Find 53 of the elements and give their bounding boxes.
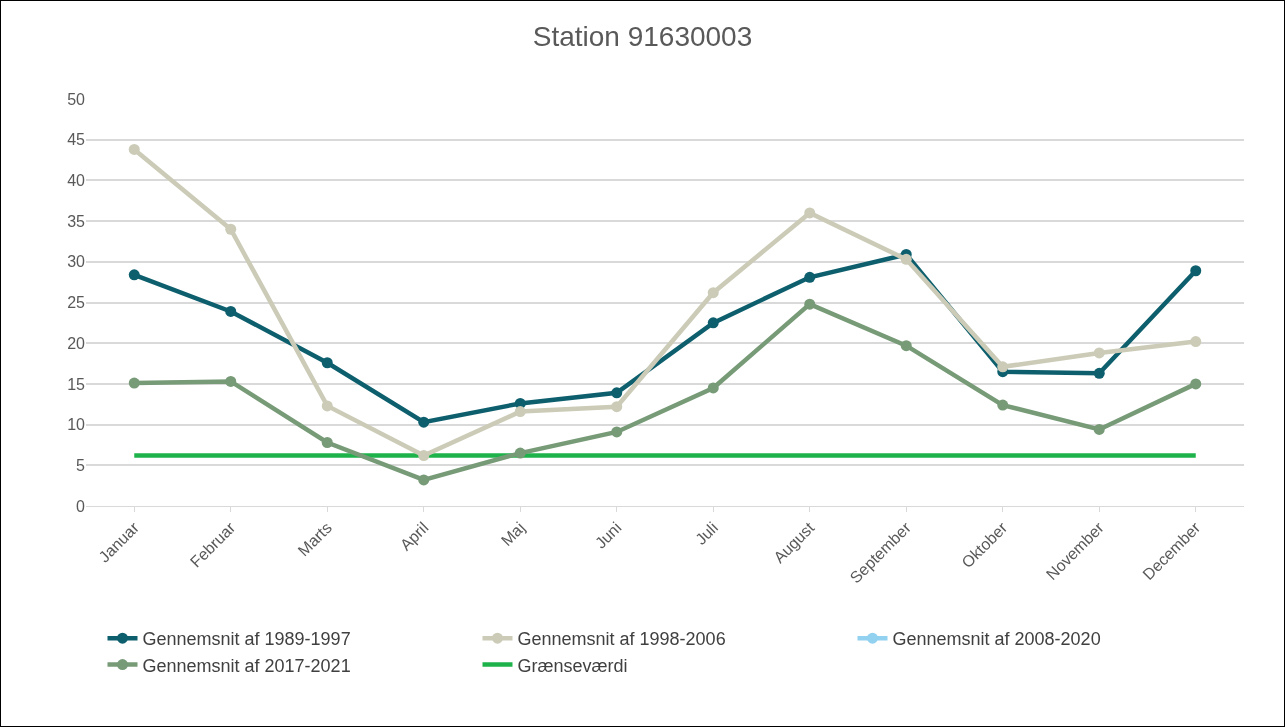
point <box>707 317 719 329</box>
point <box>1190 265 1202 277</box>
legend-label: Grænseværdi <box>517 655 628 676</box>
point <box>225 223 237 235</box>
y-tick-label: 35 <box>67 212 86 230</box>
point <box>514 406 526 418</box>
point <box>1093 423 1105 435</box>
point <box>128 377 140 389</box>
y-tick-label: 5 <box>76 456 86 474</box>
point <box>900 253 912 265</box>
point <box>997 361 1009 373</box>
y-tick-label: 40 <box>67 172 86 189</box>
point <box>321 437 333 449</box>
point <box>804 207 816 219</box>
point <box>1190 336 1202 348</box>
y-tick-label: 45 <box>67 131 86 149</box>
point <box>804 298 816 310</box>
y-tick-label: 15 <box>67 375 86 393</box>
point <box>225 305 237 317</box>
x-tick-label: Juli <box>692 518 722 548</box>
y-tick-label: 25 <box>67 294 86 312</box>
point <box>128 269 140 281</box>
point <box>997 399 1009 411</box>
chart-title: Station 91630003 <box>532 20 753 52</box>
x-tick-label: Maj <box>497 518 529 550</box>
point <box>418 450 430 462</box>
point <box>1190 378 1202 390</box>
point <box>321 400 333 412</box>
x-tick-label: Juni <box>591 518 625 552</box>
y-tick-label: 30 <box>67 253 86 271</box>
point <box>707 287 719 299</box>
point <box>225 375 237 387</box>
legend-label: Gennemsnit af 2017-2021 <box>142 655 351 676</box>
y-tick-label: 10 <box>67 416 86 434</box>
legend-label: Gennemsnit af 2008-2020 <box>892 629 1101 650</box>
y-tick-label: 50 <box>67 90 86 108</box>
point <box>804 271 816 283</box>
point <box>611 426 623 438</box>
point <box>611 387 623 399</box>
point <box>1093 367 1105 379</box>
point <box>418 474 430 486</box>
legend-label: Gennemsnit af 1989-1997 <box>142 629 351 650</box>
point <box>418 416 430 428</box>
point <box>514 447 526 459</box>
point <box>900 340 912 352</box>
point <box>1093 347 1105 359</box>
y-tick-label: 20 <box>67 334 86 352</box>
point <box>611 401 623 413</box>
point <box>128 143 140 155</box>
y-tick-label: 0 <box>76 497 86 515</box>
point <box>707 382 719 394</box>
point <box>321 357 333 369</box>
legend-label: Gennemsnit af 1998-2006 <box>517 629 726 650</box>
